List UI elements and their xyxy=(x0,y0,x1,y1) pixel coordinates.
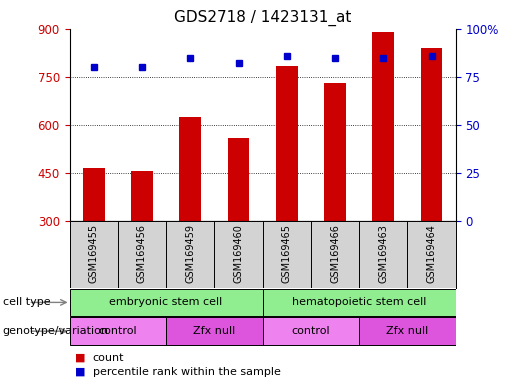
Text: GSM169464: GSM169464 xyxy=(426,224,437,283)
Text: ■: ■ xyxy=(75,353,85,363)
Bar xyxy=(421,48,442,221)
Bar xyxy=(166,317,263,345)
Title: GDS2718 / 1423131_at: GDS2718 / 1423131_at xyxy=(174,10,351,26)
Bar xyxy=(372,32,394,221)
Bar xyxy=(324,83,346,221)
Text: GSM169465: GSM169465 xyxy=(282,224,292,283)
Bar xyxy=(83,168,105,221)
Bar xyxy=(70,317,166,345)
Text: embryonic stem cell: embryonic stem cell xyxy=(110,297,222,308)
Text: Zfx null: Zfx null xyxy=(386,326,428,336)
Text: genotype/variation: genotype/variation xyxy=(3,326,109,336)
Bar xyxy=(276,66,298,221)
Text: cell type: cell type xyxy=(3,297,50,308)
Bar xyxy=(70,289,263,316)
Text: Zfx null: Zfx null xyxy=(193,326,235,336)
Text: GSM169466: GSM169466 xyxy=(330,224,340,283)
Text: control: control xyxy=(98,326,137,336)
Text: hematopoietic stem cell: hematopoietic stem cell xyxy=(292,297,426,308)
Bar xyxy=(228,137,249,221)
Text: count: count xyxy=(93,353,124,363)
Text: percentile rank within the sample: percentile rank within the sample xyxy=(93,367,281,377)
Bar xyxy=(359,317,456,345)
Text: GSM169460: GSM169460 xyxy=(233,224,244,283)
Bar xyxy=(263,289,456,316)
Text: GSM169455: GSM169455 xyxy=(89,224,99,283)
Text: ■: ■ xyxy=(75,367,85,377)
Text: GSM169456: GSM169456 xyxy=(137,224,147,283)
Bar xyxy=(179,117,201,221)
Text: control: control xyxy=(291,326,330,336)
Bar xyxy=(131,171,153,221)
Text: GSM169459: GSM169459 xyxy=(185,224,195,283)
Text: GSM169463: GSM169463 xyxy=(379,224,388,283)
Bar xyxy=(263,317,359,345)
